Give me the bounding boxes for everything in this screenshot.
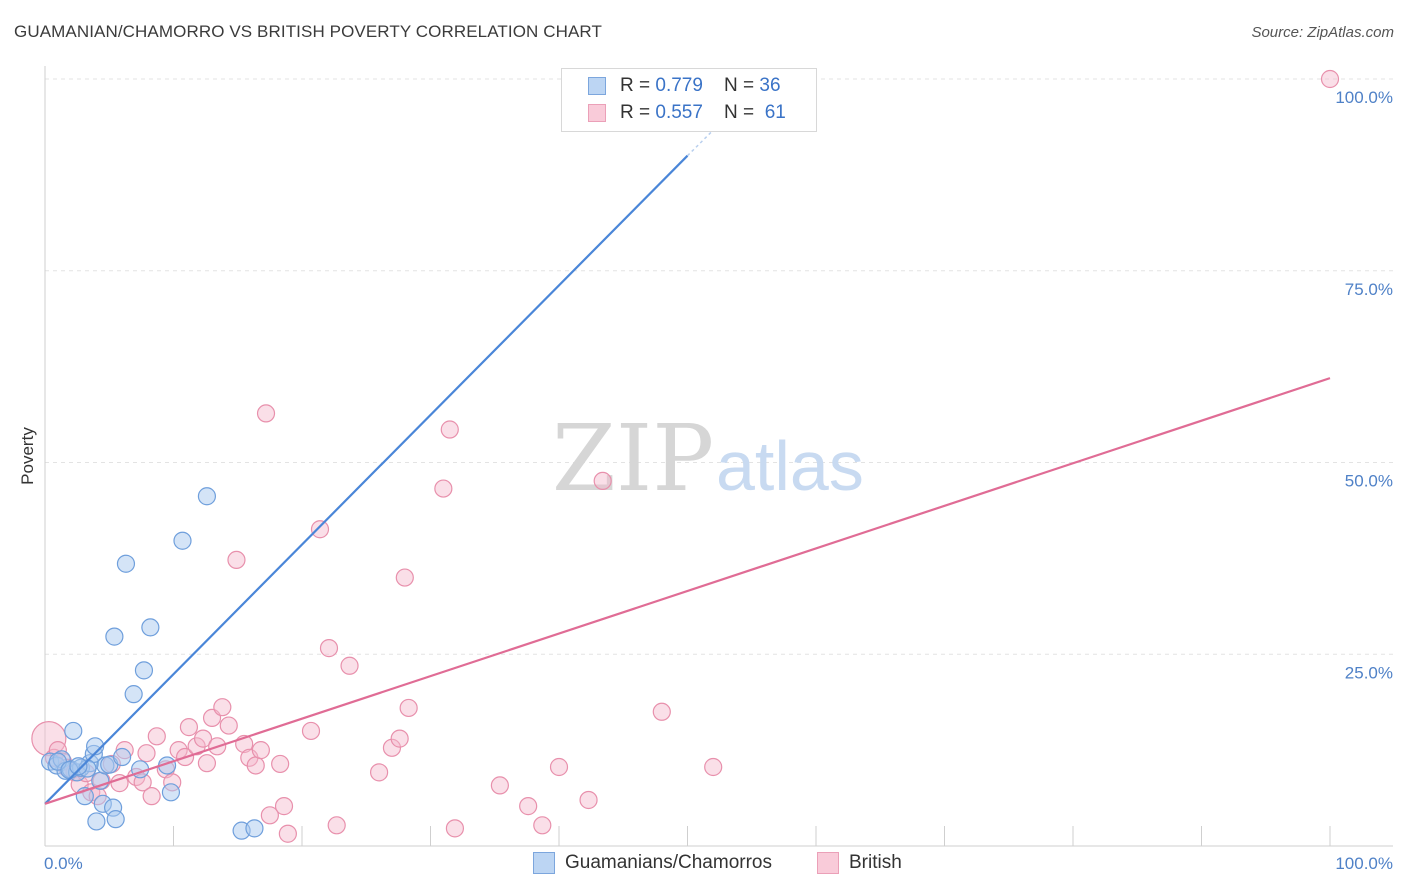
british-point — [271, 754, 290, 774]
y-axis-title: Poverty — [18, 427, 37, 485]
british-point — [197, 754, 217, 773]
british-point — [246, 756, 265, 775]
watermark-atlas: atlas — [716, 427, 864, 505]
guamanian-point — [134, 661, 154, 680]
british-point — [327, 816, 346, 835]
british-point — [593, 471, 612, 491]
bottom-legend-label: British — [849, 852, 902, 873]
bottom-legend-guamanian: Guamanians/Chamorros — [533, 852, 772, 874]
legend-row-british: R = 0.557 N = 61 — [588, 101, 786, 125]
guamanian-point — [112, 747, 132, 767]
british-point — [147, 727, 166, 746]
axes — [44, 66, 1393, 847]
british-point — [219, 716, 238, 735]
chart-title: GUAMANIAN/CHAMORRO VS BRITISH POVERTY CO… — [14, 22, 602, 41]
tick-labels: 25.0% 50.0% 75.0% 100.0% 0.0% 100.0% — [44, 88, 1393, 873]
british-point — [179, 718, 199, 737]
guamanian-point — [106, 810, 125, 829]
british-point — [137, 744, 156, 763]
guamanian-point — [105, 627, 124, 646]
guamanian-point — [173, 531, 192, 550]
british-point — [251, 741, 270, 760]
british-point — [142, 787, 161, 806]
guamanian-point — [116, 554, 136, 573]
british-point — [440, 420, 459, 439]
legend-swatch-blue — [588, 77, 606, 95]
bottom-swatch-pink — [817, 852, 839, 874]
british-point — [434, 479, 453, 498]
y-tick-label: 50.0% — [1345, 472, 1393, 491]
british-point — [193, 729, 213, 748]
correlation-legend: R = 0.779 N = 36 R = 0.557 N = 61 — [561, 68, 817, 132]
guamanian-points — [41, 487, 264, 840]
guamanian-point — [124, 685, 143, 704]
british-point — [260, 806, 279, 825]
bottom-swatch-blue — [533, 852, 555, 874]
legend-r-value: 0.557 — [655, 102, 703, 123]
guamanian-point — [245, 819, 264, 838]
guamanian-point — [69, 757, 88, 776]
guamanian-point — [141, 618, 160, 637]
legend-n-label: N = — [724, 75, 760, 96]
british-point — [704, 757, 723, 777]
british-point — [533, 816, 552, 835]
legend-r-label: R = — [620, 75, 656, 96]
guamanian-point — [197, 487, 217, 506]
source-label: Source: ZipAtlas.com — [1251, 24, 1394, 41]
legend-n-label: N = — [724, 102, 760, 123]
british-point — [399, 698, 418, 718]
british-point — [1320, 69, 1340, 89]
x-tick-label: 100.0% — [1335, 854, 1393, 873]
british-point — [340, 656, 359, 675]
gridlines — [45, 78, 1393, 655]
british-point — [395, 568, 414, 587]
british-point — [390, 729, 409, 748]
legend-row-guamanian: R = 0.779 N = 36 — [588, 74, 781, 98]
british-point — [278, 824, 297, 843]
legend-n-value: 36 — [759, 75, 781, 96]
british-point — [213, 698, 232, 717]
british-point — [490, 776, 509, 795]
british-point — [579, 790, 598, 810]
trend-line-guamanian — [44, 154, 689, 805]
legend-r-value: 0.779 — [655, 75, 703, 96]
x-tick-label: 0.0% — [44, 854, 83, 873]
legend-r-label: R = — [620, 102, 656, 123]
y-tick-label: 25.0% — [1345, 663, 1393, 682]
legend-n-value: 61 — [764, 102, 786, 123]
british-point — [256, 404, 276, 423]
y-tick-label: 100.0% — [1335, 88, 1393, 107]
british-point — [274, 797, 294, 816]
british-point — [519, 797, 538, 816]
british-point — [227, 550, 246, 570]
british-point — [652, 702, 671, 721]
trend-line-british — [44, 377, 1331, 805]
y-tick-label: 75.0% — [1345, 280, 1393, 299]
british-point — [319, 639, 339, 658]
guamanian-point — [64, 721, 83, 741]
british-point — [301, 721, 321, 741]
british-point — [382, 738, 402, 757]
bottom-legend-british: British — [817, 852, 902, 874]
british-point — [549, 757, 569, 777]
guamanian-point — [161, 783, 181, 802]
british-point — [370, 763, 389, 782]
bottom-legend-label: Guamanians/Chamorros — [565, 852, 772, 873]
watermark-zip: ZIP — [552, 405, 714, 512]
trend-lines — [44, 116, 1331, 805]
guamanian-point — [87, 812, 106, 831]
british-point — [310, 520, 330, 539]
legend-swatch-pink — [588, 104, 606, 122]
british-point — [445, 819, 465, 838]
